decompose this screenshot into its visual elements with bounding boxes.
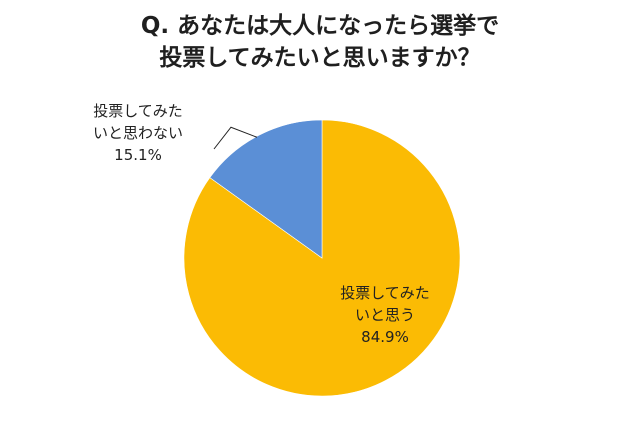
slice-not-want <box>209 119 323 259</box>
slice-label-want: 投票してみた いと思う 84.9% <box>300 282 470 348</box>
slice-value-want: 84.9% <box>361 328 409 346</box>
slice-value-not-want: 15.1% <box>114 146 162 164</box>
chart-title-line-2: 投票してみたいと思いますか？ <box>159 45 481 71</box>
chart-title: Q. あなたは大人になったら選挙で 投票してみたいと思いますか？ <box>0 10 640 74</box>
slices-layer <box>183 119 461 397</box>
chart-title-line-1: Q. あなたは大人になったら選挙で <box>140 13 500 39</box>
slice-label-want-line-1: 投票してみた <box>340 284 430 302</box>
slice-label-not-want-line-2: いと思わない <box>92 124 183 142</box>
slice-label-want-line-2: いと思う <box>354 306 415 324</box>
leader-line-not-want <box>213 126 258 150</box>
leader-layer <box>213 126 258 150</box>
slice-label-not-want: 投票してみた いと思わない 15.1% <box>58 100 218 166</box>
slice-label-not-want-line-1: 投票してみた <box>93 102 183 120</box>
